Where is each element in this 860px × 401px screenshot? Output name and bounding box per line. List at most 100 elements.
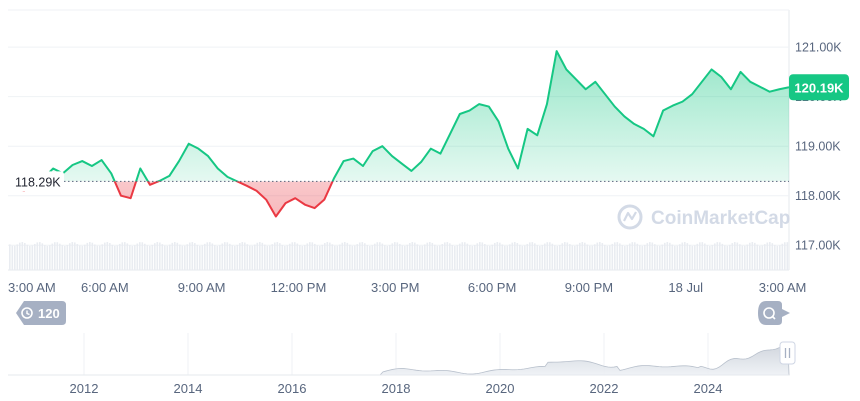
volume-bar (769, 242, 771, 270)
volume-bar (284, 245, 286, 270)
volume-bar (259, 242, 261, 270)
volume-bar (379, 242, 381, 270)
volume-bar (484, 244, 486, 270)
volume-bar (176, 242, 179, 270)
navigator[interactable]: 2012 2014 2016 2018 2020 2022 2024 (8, 333, 796, 396)
price-line-up (28, 50, 790, 182)
coinmarketcap-logo-icon (617, 204, 643, 230)
range-control-label: 120 (38, 306, 60, 321)
volume-bar (31, 245, 34, 270)
volume-bar (486, 245, 489, 270)
x-tick-label: 3:00 AM (8, 280, 56, 295)
volume-bar (206, 242, 209, 270)
volume-bar (556, 245, 559, 270)
volume-bar (641, 245, 644, 270)
volume-bar (604, 244, 606, 270)
volume-bar (609, 245, 611, 270)
volume-bar (11, 245, 14, 270)
volume-bar (104, 242, 106, 270)
volume-bar (471, 245, 474, 270)
volume-bar (236, 244, 239, 270)
volume-bar (111, 244, 114, 270)
volume-bar (431, 242, 434, 270)
volume-bar (624, 245, 626, 270)
volume-bar (341, 242, 344, 270)
volume-bar (199, 245, 201, 270)
volume-bar (46, 245, 49, 270)
volume-bar (551, 243, 554, 270)
volume-bar (241, 242, 244, 270)
volume-bar (16, 244, 19, 270)
volume-bar (114, 245, 116, 270)
volume-bar (74, 242, 76, 270)
volume-bar (234, 245, 236, 270)
volume-bar (311, 242, 314, 270)
volume-bar (671, 244, 674, 270)
volume-bar (369, 245, 371, 270)
volume-bar (461, 242, 464, 270)
volume-bar (406, 244, 409, 270)
volume-bar (634, 242, 636, 270)
navigator-right-handle[interactable] (779, 341, 796, 365)
x-tick-label: 6:00 PM (468, 280, 516, 295)
volume-bar (411, 242, 414, 270)
volume-bar (306, 243, 309, 270)
volume-bar (164, 245, 166, 270)
volume-bar (339, 244, 341, 270)
volume-bar (304, 245, 306, 270)
volume-bar (539, 245, 541, 270)
volume-bar (356, 244, 359, 270)
volume-bar (664, 242, 666, 270)
volume-bar (666, 242, 669, 270)
volume-bar (714, 243, 716, 270)
volume-bar (786, 242, 789, 270)
volume-bar (389, 245, 391, 270)
volume-bar (779, 245, 781, 270)
volume-bar (261, 242, 264, 270)
volume-bar (189, 242, 191, 270)
volume-bar (574, 245, 576, 270)
volume-bar (394, 242, 396, 270)
volume-bar (119, 243, 121, 270)
volume-bar (781, 243, 784, 270)
volume-bar (691, 245, 694, 270)
volume-bar (94, 244, 96, 270)
navigator-tick-label: 2022 (590, 381, 619, 396)
navigator-tick-label: 2014 (174, 381, 203, 396)
volume-bar (531, 242, 534, 270)
volume-bar (516, 242, 519, 270)
volume-bar (386, 245, 389, 270)
volume-bar (444, 242, 446, 270)
volume-bar (766, 242, 769, 270)
volume-bar (616, 242, 619, 270)
volume-bar (381, 243, 384, 270)
volume-bar (526, 243, 529, 270)
y-tick-label: 118.00K (795, 189, 841, 203)
volume-bar (681, 242, 684, 270)
volume-bar (346, 242, 349, 270)
volume-bar (64, 245, 66, 270)
volume-bar (536, 245, 539, 270)
volume-bar (441, 244, 444, 270)
range-control-right[interactable] (758, 301, 790, 325)
volume-bar (264, 244, 266, 270)
volume-bar (399, 243, 401, 270)
volume-bar (491, 244, 494, 270)
volume-bar (739, 244, 741, 270)
volume-bar (644, 244, 646, 270)
volume-bar (66, 245, 69, 270)
volume-bar (429, 242, 431, 270)
volume-bar (359, 242, 361, 270)
volume-bar (439, 245, 441, 270)
volume-bar (489, 245, 491, 270)
volume-bar (709, 245, 711, 270)
x-tick-label: 3:00 PM (371, 280, 419, 295)
volume-bar (546, 242, 549, 270)
range-control-left[interactable]: 120 (16, 301, 66, 325)
volume-bar (576, 244, 579, 270)
volume-bar (499, 242, 501, 270)
volume-bar (156, 242, 159, 270)
volume-bar (79, 245, 81, 270)
volume-bar (474, 245, 476, 270)
